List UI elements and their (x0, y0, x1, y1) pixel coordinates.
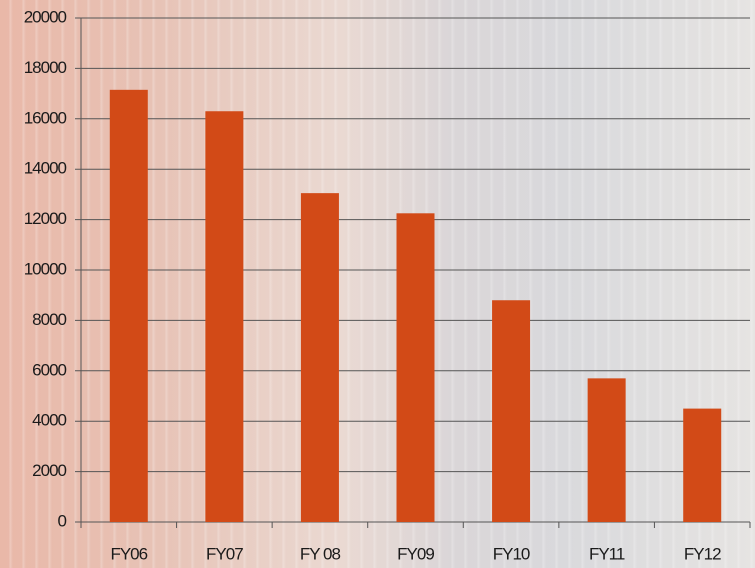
y-tick-label: 20000 (24, 7, 67, 26)
x-tick-label: FY11 (589, 544, 625, 563)
x-tick-label: FY09 (397, 544, 434, 563)
bar (397, 213, 435, 522)
bar (301, 193, 339, 522)
bar (683, 409, 721, 522)
y-tick-label: 0 (58, 511, 67, 530)
bar (588, 378, 626, 522)
x-tick-label: FY06 (110, 544, 147, 563)
chart: 0 2000 4000 6000 8000 10000 12000 14000 16000 180… (0, 0, 755, 568)
bar (492, 300, 530, 522)
y-tick-label: 2000 (32, 461, 66, 480)
y-tick-label: 12000 (24, 209, 67, 228)
y-tick-label: 18000 (24, 58, 67, 77)
bar (205, 111, 243, 522)
y-tick-label: 6000 (32, 360, 66, 379)
y-tick-label: 4000 (32, 411, 66, 430)
x-tick-label: FY12 (684, 544, 721, 563)
x-tick-label: FY07 (206, 544, 243, 563)
y-tick-label: 16000 (24, 108, 67, 127)
y-tick-label: 14000 (24, 159, 67, 178)
page: {"chart_data": {"type": "bar", "categori… (0, 0, 755, 568)
x-tick-label: FY10 (493, 544, 530, 563)
x-tick-label: FY 08 (300, 544, 341, 563)
bar (110, 90, 148, 522)
y-tick-label: 10000 (24, 259, 67, 278)
y-tick-label: 8000 (32, 310, 66, 329)
